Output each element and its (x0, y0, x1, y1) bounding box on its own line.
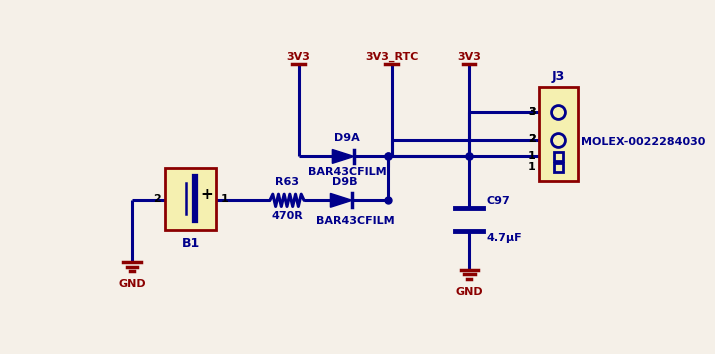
Text: 2: 2 (528, 135, 536, 144)
Text: 3: 3 (528, 107, 536, 117)
Text: 1: 1 (528, 152, 536, 161)
Bar (553, 152, 563, 161)
Text: 1: 1 (220, 194, 228, 204)
Text: 3: 3 (528, 107, 536, 117)
Text: +: + (201, 187, 213, 202)
Text: 3V3_RTC: 3V3_RTC (365, 52, 418, 63)
Text: 4.7μF: 4.7μF (486, 233, 522, 243)
Text: 470R: 470R (271, 211, 303, 221)
Text: R63: R63 (275, 177, 299, 187)
Text: B1: B1 (182, 237, 199, 250)
Text: D9A: D9A (334, 133, 360, 143)
Text: BAR43CFILM: BAR43CFILM (307, 167, 386, 177)
Bar (539, 87, 578, 181)
Bar (165, 168, 216, 230)
Text: D9B: D9B (332, 177, 358, 187)
Text: C97: C97 (486, 196, 510, 206)
Text: 3V3: 3V3 (287, 52, 310, 63)
Text: 1: 1 (528, 162, 536, 172)
Text: 2: 2 (528, 135, 536, 144)
Polygon shape (332, 149, 354, 163)
Polygon shape (330, 193, 352, 207)
Text: 3V3: 3V3 (457, 52, 481, 63)
Text: GND: GND (118, 279, 146, 289)
Text: 2: 2 (153, 194, 161, 204)
Text: GND: GND (455, 287, 483, 297)
Bar (553, 162, 563, 172)
Text: BAR43CFILM: BAR43CFILM (316, 216, 395, 226)
Text: J3: J3 (552, 69, 565, 82)
Text: MOLEX-0022284030: MOLEX-0022284030 (581, 137, 706, 147)
